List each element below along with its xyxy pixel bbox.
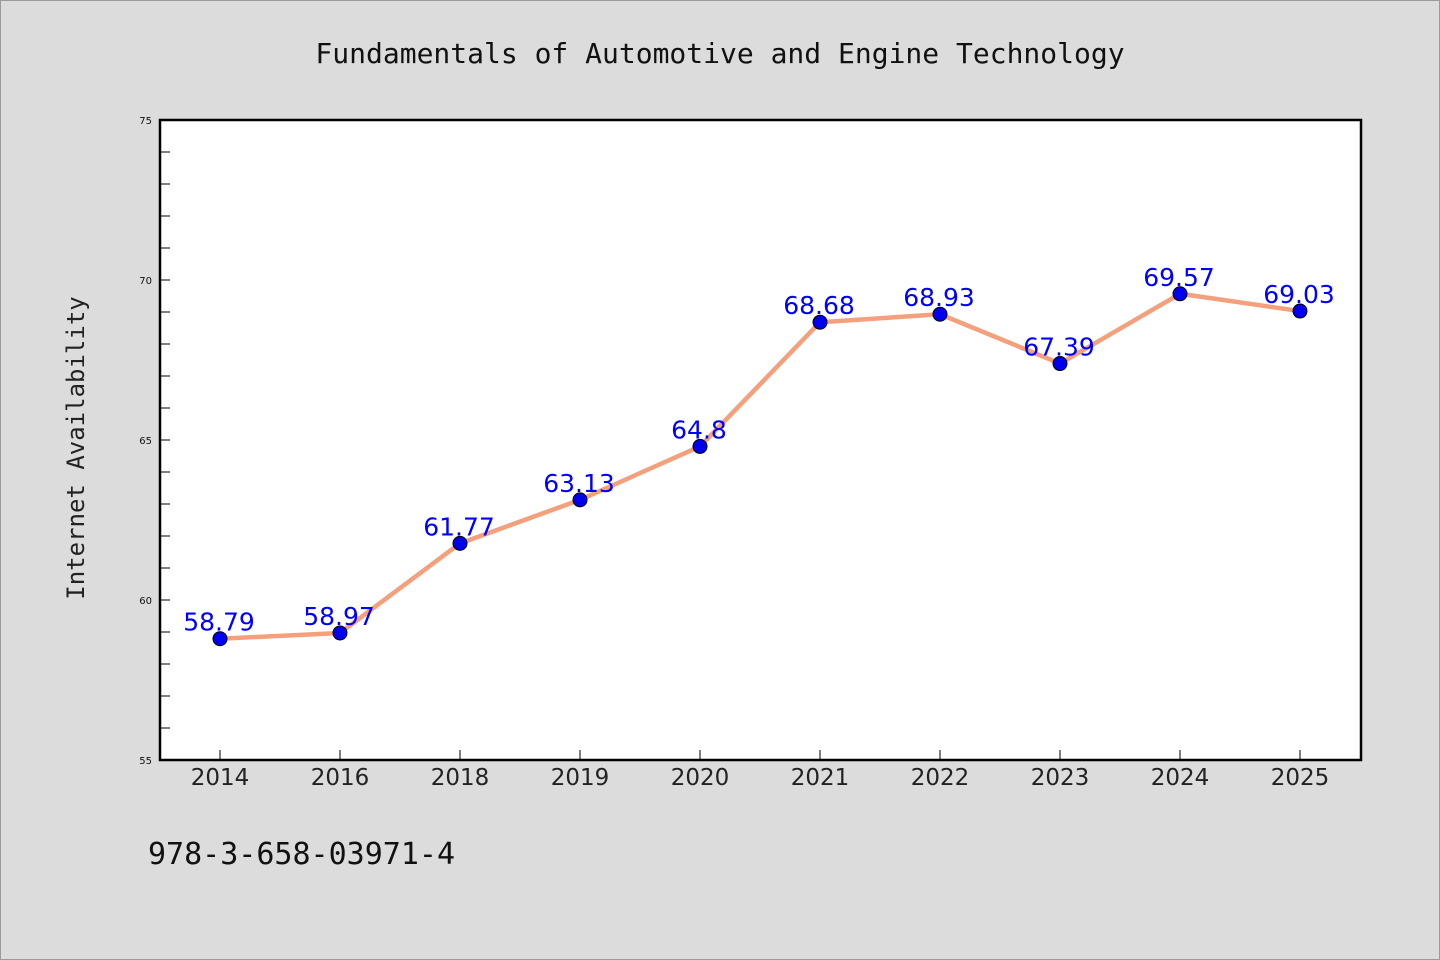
chart-title: Fundamentals of Automotive and Engine Te… bbox=[315, 37, 1124, 70]
data-point bbox=[572, 492, 588, 508]
x-tick-label: 2020 bbox=[671, 765, 730, 791]
x-tick-label: 2016 bbox=[311, 765, 370, 791]
data-point bbox=[1292, 303, 1308, 319]
y-tick-label: 65 bbox=[139, 436, 152, 447]
data-label: 63.13 bbox=[543, 469, 615, 498]
data-markers bbox=[212, 286, 1308, 647]
plot-area bbox=[158, 118, 1363, 762]
isbn-footnote: 978-3-658-03971-4 bbox=[148, 837, 455, 872]
y-tick-label: 70 bbox=[139, 276, 152, 287]
y-axis: 55 60 65 70 75 bbox=[139, 116, 170, 767]
series-line bbox=[217, 291, 1303, 641]
data-point bbox=[212, 631, 228, 647]
data-label: 68.93 bbox=[903, 283, 975, 312]
x-tick-label: 2014 bbox=[191, 765, 250, 791]
y-tick-label: 75 bbox=[139, 116, 152, 127]
x-tick-label: 2023 bbox=[1031, 765, 1090, 791]
data-label: 58.79 bbox=[183, 608, 255, 637]
x-tick-label: 2024 bbox=[1151, 765, 1210, 791]
data-label: 69.03 bbox=[1263, 280, 1335, 309]
data-point bbox=[932, 306, 948, 322]
x-axis: 2014 2016 2018 2019 2020 2021 2022 2023 2024 2025 bbox=[191, 750, 1330, 791]
y-axis-label: Internet Availability bbox=[62, 296, 90, 599]
y-tick-label: 55 bbox=[139, 756, 152, 767]
x-tick-label: 2019 bbox=[551, 765, 610, 791]
data-labels: 58.79 58.97 61.77 63.13 64.8 68.68 68.93 67.39 6… bbox=[183, 263, 1335, 637]
data-point bbox=[1052, 356, 1068, 372]
y-tick-label: 60 bbox=[139, 596, 152, 607]
data-label: 58.97 bbox=[303, 602, 375, 631]
data-label: 61.77 bbox=[423, 512, 495, 541]
series-line-group bbox=[217, 291, 1303, 641]
x-tick-label: 2021 bbox=[791, 765, 850, 791]
data-point bbox=[452, 535, 468, 551]
data-point bbox=[692, 438, 708, 454]
data-point bbox=[332, 625, 348, 641]
data-point bbox=[812, 314, 828, 330]
x-tick-label: 2022 bbox=[911, 765, 970, 791]
data-label: 67.39 bbox=[1023, 333, 1095, 362]
x-tick-label: 2025 bbox=[1271, 765, 1330, 791]
data-label: 69.57 bbox=[1143, 263, 1215, 292]
data-label: 64.8 bbox=[671, 415, 727, 444]
x-tick-label: 2018 bbox=[431, 765, 490, 791]
data-label: 68.68 bbox=[783, 291, 855, 320]
data-point bbox=[1172, 286, 1188, 302]
